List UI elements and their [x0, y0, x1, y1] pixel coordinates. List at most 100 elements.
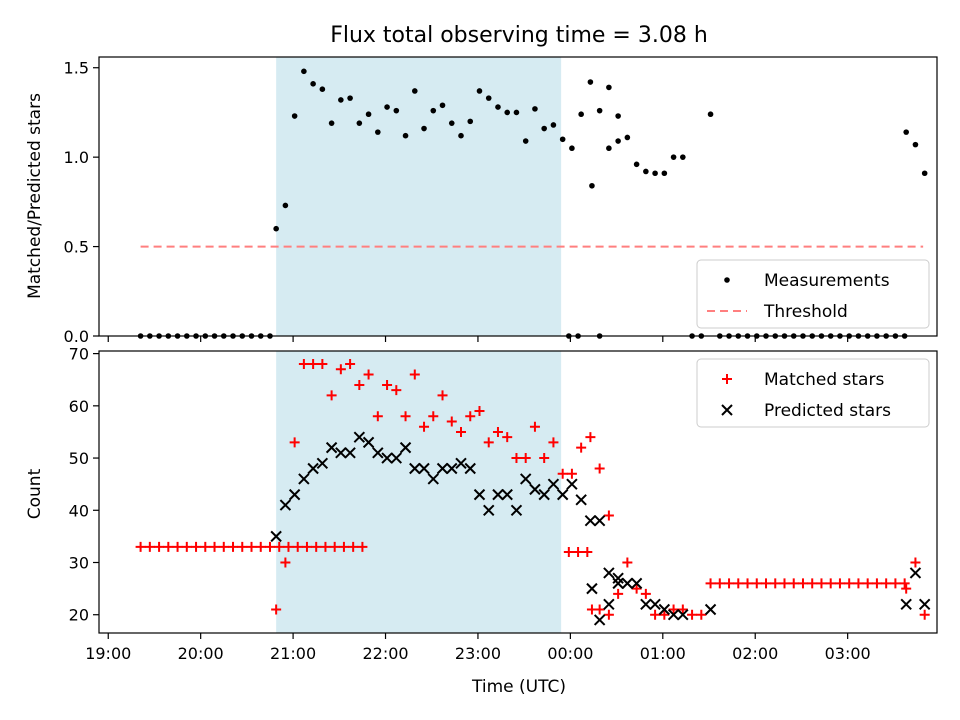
y-tick-label: 50 [69, 449, 89, 468]
data-point [345, 359, 356, 370]
data-point [144, 541, 155, 552]
data-point [612, 577, 624, 590]
y-tick-label: 0.0 [64, 327, 89, 346]
data-point [513, 109, 520, 116]
legend: Measurements Threshold [696, 259, 930, 329]
data-point [529, 421, 540, 432]
data-point [557, 468, 568, 479]
series-predicted-stars [270, 431, 931, 626]
data-point [705, 578, 716, 589]
chart-title: Flux total observing time = 3.08 h [330, 23, 708, 48]
data-point [825, 578, 836, 589]
x-tick-label: 00:00 [547, 644, 593, 663]
highlight-band [276, 57, 562, 336]
x-tick-label: 20:00 [178, 644, 224, 663]
data-point [362, 436, 375, 449]
data-point [292, 541, 303, 552]
data-point [495, 104, 501, 110]
data-point [483, 504, 495, 516]
data-point [853, 578, 864, 589]
legend-label: Measurements [764, 271, 890, 291]
data-point [548, 437, 559, 448]
data-point [467, 118, 474, 125]
data-point [476, 88, 483, 94]
y-tick-label: 1.0 [64, 148, 89, 167]
data-point [354, 379, 365, 390]
data-point [871, 578, 882, 589]
data-point [474, 406, 485, 417]
data-point [921, 170, 928, 177]
data-point [381, 452, 393, 464]
x-tick-label: 22:00 [362, 644, 408, 663]
data-point [511, 453, 522, 464]
data-point [135, 541, 146, 552]
data-point [400, 411, 411, 422]
data-point [603, 567, 615, 579]
legend: Matched stars Predicted stars [696, 358, 930, 428]
data-point [909, 567, 922, 579]
data-point [390, 452, 403, 464]
data-point [298, 473, 310, 485]
panel-count: 20 30 40 50 60 70 19:00 20:00 21:00 22:00 23:00 00:… [69, 345, 938, 663]
y-axis-label-top: Matched/Predicted stars [25, 93, 45, 299]
data-point [844, 578, 855, 589]
data-point [550, 122, 557, 128]
y-tick-label: 60 [69, 397, 89, 416]
x-tick-label: 21:00 [270, 644, 316, 663]
data-point [901, 583, 912, 594]
data-point [291, 113, 298, 119]
data-point [448, 120, 455, 126]
data-point [504, 109, 511, 116]
data-point [307, 462, 319, 475]
data-point [633, 161, 640, 168]
data-point [326, 390, 337, 401]
data-point [356, 120, 363, 126]
data-point [569, 145, 575, 152]
data-point [668, 604, 679, 615]
y-tick-label: 30 [69, 554, 89, 573]
data-point [282, 202, 289, 209]
data-point [421, 125, 427, 132]
data-point [807, 578, 818, 589]
data-point [344, 447, 356, 459]
data-point [622, 557, 633, 568]
data-point [615, 113, 621, 119]
data-point [163, 541, 174, 552]
data-point [603, 609, 614, 620]
data-point [375, 129, 381, 135]
data-point [630, 577, 643, 590]
data-point [519, 473, 532, 485]
data-point [280, 557, 291, 568]
data-point [458, 132, 464, 139]
data-point [612, 572, 624, 584]
data-point [270, 530, 282, 543]
data-point [659, 609, 670, 620]
data-point [890, 578, 901, 589]
data-point [624, 134, 631, 141]
data-point [427, 473, 439, 485]
data-point [465, 411, 476, 422]
data-point [436, 462, 449, 475]
data-point [382, 379, 393, 390]
data-point [589, 182, 595, 189]
data-point [797, 578, 808, 589]
data-point [881, 578, 892, 589]
data-point [310, 81, 316, 87]
data-point [563, 547, 574, 558]
y-tick-label: 70 [69, 345, 89, 364]
data-point [492, 426, 503, 437]
data-point [677, 609, 689, 621]
data-point [834, 578, 845, 589]
data-point [687, 609, 698, 620]
data-point [788, 578, 799, 589]
data-point [393, 107, 400, 114]
data-point [274, 541, 285, 552]
data-point [301, 541, 312, 552]
y-tick-label: 0.5 [64, 238, 89, 257]
data-point [335, 447, 347, 459]
data-point [464, 462, 476, 475]
data-point [317, 359, 328, 370]
y-axis-label-bottom: Count [25, 468, 45, 519]
data-point [899, 578, 910, 589]
data-point [328, 120, 335, 126]
